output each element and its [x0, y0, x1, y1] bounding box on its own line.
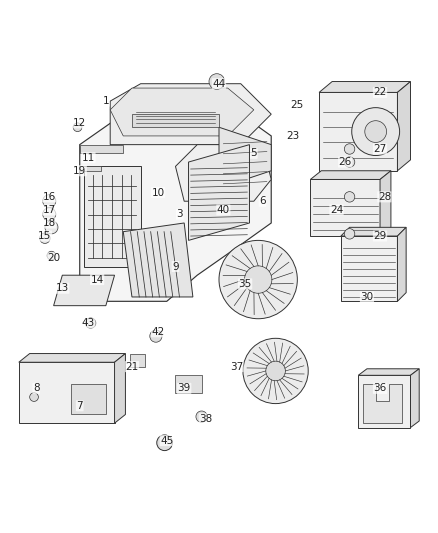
Text: 25: 25	[291, 100, 304, 110]
Text: 13: 13	[56, 283, 69, 293]
Circle shape	[352, 108, 399, 156]
Polygon shape	[341, 236, 397, 301]
Circle shape	[85, 318, 96, 328]
Text: 29: 29	[374, 231, 387, 241]
Text: 16: 16	[42, 192, 56, 202]
Polygon shape	[130, 353, 145, 367]
Text: 36: 36	[374, 383, 387, 393]
Circle shape	[219, 240, 297, 319]
Text: 23: 23	[286, 131, 300, 141]
Text: 22: 22	[374, 87, 387, 98]
Polygon shape	[84, 166, 141, 266]
Text: 19: 19	[73, 166, 86, 176]
Polygon shape	[19, 362, 115, 423]
Polygon shape	[176, 375, 201, 393]
Text: 8: 8	[33, 383, 39, 393]
Text: 3: 3	[177, 209, 183, 219]
Text: 20: 20	[47, 253, 60, 263]
Text: 40: 40	[217, 205, 230, 215]
Text: 42: 42	[152, 327, 165, 337]
Circle shape	[344, 157, 355, 167]
Circle shape	[47, 251, 56, 260]
Text: 11: 11	[82, 152, 95, 163]
Polygon shape	[380, 171, 391, 236]
Text: 37: 37	[230, 361, 243, 372]
Circle shape	[209, 74, 225, 90]
Polygon shape	[410, 369, 419, 427]
Text: 5: 5	[251, 148, 257, 158]
Polygon shape	[123, 223, 193, 297]
Circle shape	[43, 208, 56, 221]
Text: 44: 44	[212, 79, 226, 88]
Polygon shape	[176, 144, 271, 201]
Circle shape	[43, 195, 56, 208]
Polygon shape	[19, 353, 125, 362]
Circle shape	[196, 411, 207, 422]
Text: 24: 24	[330, 205, 343, 215]
Text: 28: 28	[378, 192, 391, 202]
Polygon shape	[188, 144, 250, 240]
Polygon shape	[80, 144, 123, 154]
Polygon shape	[397, 228, 406, 301]
Circle shape	[243, 338, 308, 403]
Polygon shape	[358, 375, 410, 427]
Circle shape	[244, 266, 272, 293]
Circle shape	[73, 123, 82, 132]
Text: 27: 27	[374, 144, 387, 154]
Circle shape	[344, 144, 355, 154]
Text: 39: 39	[177, 383, 191, 393]
Polygon shape	[311, 171, 391, 180]
Text: 17: 17	[42, 205, 56, 215]
Polygon shape	[53, 275, 115, 305]
Polygon shape	[311, 180, 380, 236]
Text: 7: 7	[76, 401, 83, 411]
Circle shape	[40, 233, 50, 244]
Circle shape	[266, 361, 286, 381]
Text: 6: 6	[259, 196, 266, 206]
Text: 9: 9	[172, 262, 179, 271]
Text: 10: 10	[152, 188, 165, 198]
Text: 30: 30	[360, 292, 374, 302]
Polygon shape	[341, 228, 406, 236]
Text: 43: 43	[82, 318, 95, 328]
Circle shape	[30, 393, 39, 401]
Text: 26: 26	[339, 157, 352, 167]
Circle shape	[344, 229, 355, 239]
Circle shape	[45, 221, 58, 234]
Polygon shape	[358, 369, 419, 375]
Polygon shape	[110, 84, 271, 144]
Circle shape	[157, 435, 173, 450]
Text: 12: 12	[73, 118, 86, 128]
Text: 38: 38	[199, 414, 212, 424]
Text: 18: 18	[42, 218, 56, 228]
Text: 21: 21	[125, 361, 138, 372]
Polygon shape	[219, 127, 271, 188]
Polygon shape	[363, 384, 402, 423]
Text: 14: 14	[91, 274, 104, 285]
Circle shape	[150, 330, 162, 342]
Circle shape	[365, 120, 387, 142]
Polygon shape	[132, 114, 219, 127]
Polygon shape	[80, 101, 271, 301]
Text: 15: 15	[38, 231, 52, 241]
Polygon shape	[115, 353, 125, 423]
Polygon shape	[397, 82, 410, 171]
Polygon shape	[110, 88, 254, 136]
Text: 35: 35	[238, 279, 252, 289]
Circle shape	[344, 192, 355, 202]
Polygon shape	[71, 384, 106, 415]
Polygon shape	[319, 92, 397, 171]
Text: 1: 1	[102, 96, 109, 106]
Text: 45: 45	[160, 435, 173, 446]
Polygon shape	[80, 166, 102, 171]
Polygon shape	[319, 82, 410, 92]
